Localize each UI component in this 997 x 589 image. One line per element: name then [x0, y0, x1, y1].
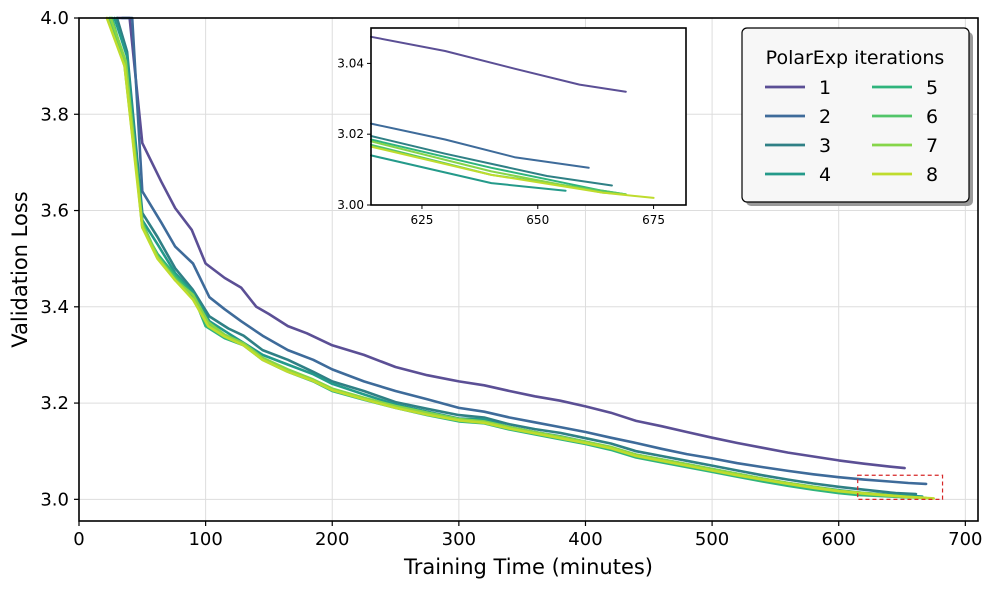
x-axis-label: Training Time (minutes)	[403, 555, 653, 579]
x-tick-label: 300	[442, 529, 476, 550]
inset-series-line-3	[370, 135, 613, 187]
inset-x-tick-label: 675	[642, 213, 665, 227]
inset-y-tick-label: 3.04	[337, 56, 364, 70]
legend-box	[741, 27, 970, 203]
inset-series-line-1	[370, 35, 627, 93]
inset-x-tick-label: 625	[411, 213, 434, 227]
y-axis-label: Validation Loss	[8, 191, 32, 347]
y-tick-label: 3.0	[40, 489, 69, 510]
series-line-8	[105, 16, 936, 500]
legend-label-2: 2	[819, 106, 831, 128]
inset-y-tick-label: 3.02	[337, 127, 364, 141]
legend-entries: 1 2 3 4 5 6 7 8	[765, 77, 938, 186]
series-line-3	[115, 16, 918, 496]
main-plot-frame	[78, 17, 979, 522]
series-line-2	[120, 16, 928, 486]
x-tick-label: 700	[948, 529, 982, 550]
zoom-region-box	[857, 474, 944, 500]
inset-series-line-4	[370, 154, 567, 192]
inset-series-line-8	[370, 145, 655, 199]
legend-label-5: 5	[926, 77, 938, 99]
legend-label-8: 8	[926, 164, 938, 186]
inset-frame	[370, 27, 687, 206]
series-line-1	[115, 16, 906, 470]
y-tick-label: 3.4	[40, 297, 69, 318]
legend-title: PolarExp iterations	[766, 47, 945, 69]
main-axis-ticks: 0 100 200 300 400 500 600 700 3.0 3.2 3.4 3.6 3.8 4.0	[40, 8, 982, 550]
x-tick-label: 600	[822, 529, 856, 550]
legend-label-6: 6	[926, 106, 938, 128]
y-tick-label: 3.8	[40, 104, 69, 125]
inset-y-tick-label: 3.00	[337, 198, 364, 212]
y-tick-label: 3.6	[40, 201, 69, 222]
x-tick-label: 0	[73, 529, 84, 550]
legend-label-3: 3	[819, 135, 831, 157]
y-tick-label: 4.0	[40, 8, 69, 29]
x-tick-label: 100	[188, 529, 222, 550]
x-tick-label: 200	[315, 529, 349, 550]
inset-x-tick-label: 650	[526, 213, 549, 227]
inset-axis-ticks: 625 650 675 3.00 3.02 3.04	[337, 56, 665, 227]
legend: PolarExp iterations 1 2 3 4 5 6 7 8	[741, 27, 973, 206]
main-series-lines	[105, 16, 936, 500]
inset-series-line-2	[370, 122, 590, 169]
y-tick-label: 3.2	[40, 393, 69, 414]
x-tick-label: 500	[695, 529, 729, 550]
legend-label-1: 1	[819, 77, 831, 99]
inset-series-lines	[370, 35, 655, 199]
x-tick-label: 400	[568, 529, 602, 550]
inset-zoom-plot: 625 650 675 3.00 3.02 3.04	[337, 27, 687, 227]
legend-label-7: 7	[926, 135, 938, 157]
legend-label-4: 4	[819, 164, 831, 186]
